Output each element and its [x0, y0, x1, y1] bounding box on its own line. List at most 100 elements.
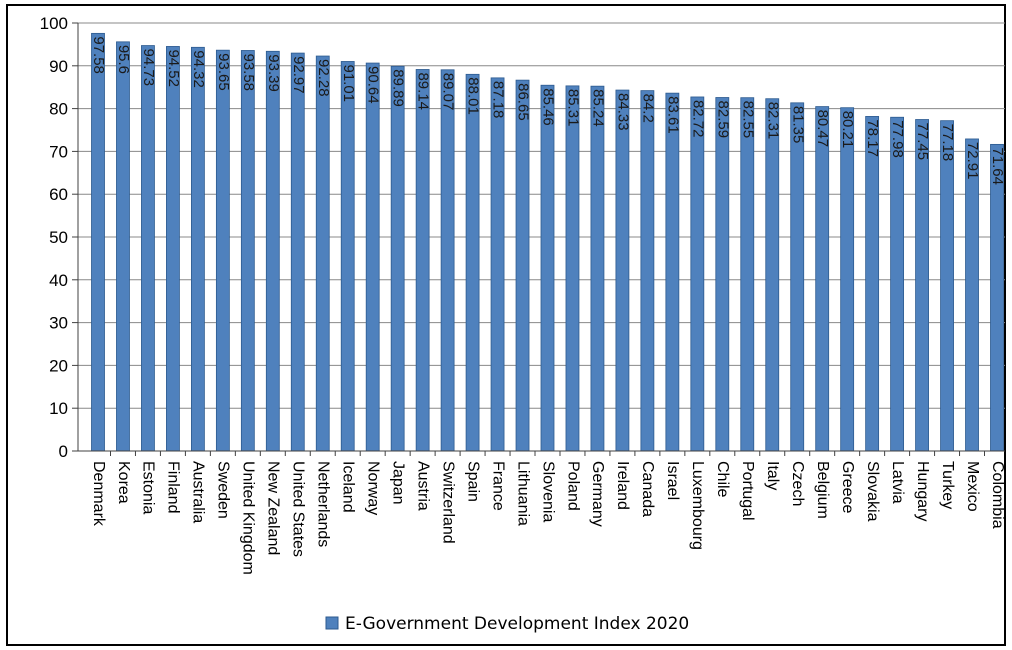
data-label: 93.58: [240, 53, 257, 91]
y-tick-label: 10: [49, 399, 68, 418]
bar-netherlands: [315, 55, 330, 452]
bar-czech: [790, 102, 805, 452]
x-tick-label: Portugal: [739, 461, 756, 521]
bar-slovenia: [540, 84, 555, 452]
data-label: 71.64: [989, 147, 1006, 185]
x-tick-label: Mexico: [964, 461, 981, 512]
bar-portugal: [740, 97, 755, 452]
data-label: 77.45: [914, 123, 931, 161]
y-tick-label: 30: [49, 314, 68, 333]
data-label: 83.61: [664, 96, 681, 134]
bar-mexico: [965, 138, 979, 452]
data-label: 87.18: [490, 81, 507, 119]
x-tick-label: Czech: [789, 461, 806, 506]
bar-denmark: [91, 32, 105, 452]
data-label: 82.72: [689, 100, 706, 138]
bar-australia: [190, 46, 205, 452]
x-tick-label: Canada: [639, 461, 656, 517]
data-label: 78.17: [864, 119, 881, 157]
x-tick-label: Japan: [389, 461, 406, 505]
data-label: 85.46: [540, 88, 557, 126]
bar-belgium: [815, 106, 830, 452]
y-tick-label: 60: [49, 185, 68, 204]
x-tick-label: Slovenia: [539, 461, 556, 522]
bar-austria: [415, 69, 430, 452]
x-tick-label: United Kingdom: [240, 461, 257, 575]
x-tick-label: Hungary: [914, 461, 931, 521]
x-tick-label: Slovakia: [864, 461, 881, 522]
data-label: 89.89: [390, 69, 407, 107]
bar-sweden: [215, 49, 230, 452]
bar-turkey: [940, 120, 954, 452]
data-label: 84.2: [639, 94, 656, 123]
bars: [91, 32, 1004, 452]
bar-iceland: [340, 61, 355, 452]
x-tick-label: Colombia: [989, 461, 1006, 529]
data-label: 80.47: [814, 110, 831, 148]
bar-israel: [665, 92, 680, 452]
y-tick-label: 20: [49, 356, 68, 375]
legend-swatch: [325, 616, 339, 630]
y-tick-label: 70: [49, 142, 68, 161]
bar-finland: [166, 46, 180, 452]
data-label: 94.52: [165, 49, 182, 87]
data-label: 82.31: [764, 102, 781, 140]
y-tick-label: 80: [49, 100, 68, 119]
data-label: 86.65: [515, 83, 532, 121]
data-label: 88.01: [465, 77, 482, 115]
x-tick-label: Netherlands: [315, 461, 332, 547]
x-tick-label: Belgium: [814, 461, 831, 519]
data-label: 85.24: [589, 89, 606, 127]
data-label: 82.55: [739, 101, 756, 139]
x-tick-label: United States: [290, 461, 307, 557]
x-tick-label: Denmark: [90, 461, 107, 527]
bar-ireland: [615, 89, 630, 452]
x-tick-label: Korea: [115, 461, 132, 504]
data-label: 77.18: [939, 124, 956, 162]
legend: E-Government Development Index 2020: [325, 614, 689, 634]
x-tick-label: Australia: [190, 461, 207, 523]
x-tick-label: Estonia: [140, 461, 157, 514]
x-tick-label: Poland: [564, 461, 581, 511]
x-tick-label: Turkey: [939, 461, 956, 509]
data-label: 72.91: [964, 142, 981, 180]
y-tick-label: 40: [49, 271, 68, 290]
x-tick-label: France: [489, 461, 506, 511]
x-axis: Denmark Korea Estonia Finland Australia Swede…: [78, 450, 1006, 575]
y-tick-label: 50: [49, 228, 68, 247]
y-tick-label: 90: [49, 57, 68, 76]
x-tick-label: Italy: [764, 461, 781, 490]
y-tick-label: 0: [59, 442, 68, 461]
data-label: 80.21: [839, 111, 856, 149]
x-tick-label: Greece: [839, 461, 856, 514]
bar-united-states: [290, 52, 305, 452]
x-tick-label: New Zealand: [265, 461, 282, 555]
bar-lithuania: [515, 79, 530, 452]
x-tick-label: Spain: [464, 461, 481, 502]
bar-hungary: [915, 119, 929, 452]
data-label: 77.98: [889, 120, 906, 158]
bar-colombia: [990, 143, 1004, 452]
data-labels: 97.58 95.6 94.73 94.52 94.32 93.65 93.58 93.39 9…: [90, 36, 1006, 185]
data-label: 85.31: [565, 89, 582, 127]
x-tick-label: Luxembourg: [689, 461, 706, 550]
bar-germany: [590, 85, 605, 452]
legend-label: E-Government Development Index 2020: [345, 614, 689, 634]
data-label: 92.97: [290, 56, 307, 94]
bar-france: [490, 77, 505, 452]
data-label: 93.39: [265, 54, 282, 92]
bar-chile: [715, 97, 730, 452]
bar-poland: [565, 85, 580, 452]
x-tick-label: Finland: [165, 461, 182, 513]
bar-united-kingdom: [240, 50, 255, 452]
bar-italy: [765, 98, 780, 452]
data-label: 89.14: [415, 72, 432, 110]
bar-japan: [390, 65, 405, 452]
x-tick-label: Sweden: [215, 461, 232, 519]
bar-luxembourg: [690, 96, 705, 452]
bar-korea: [116, 41, 130, 452]
x-tick-label: Chile: [714, 461, 731, 498]
data-label: 91.01: [340, 64, 357, 102]
bar-slovakia: [865, 116, 880, 452]
